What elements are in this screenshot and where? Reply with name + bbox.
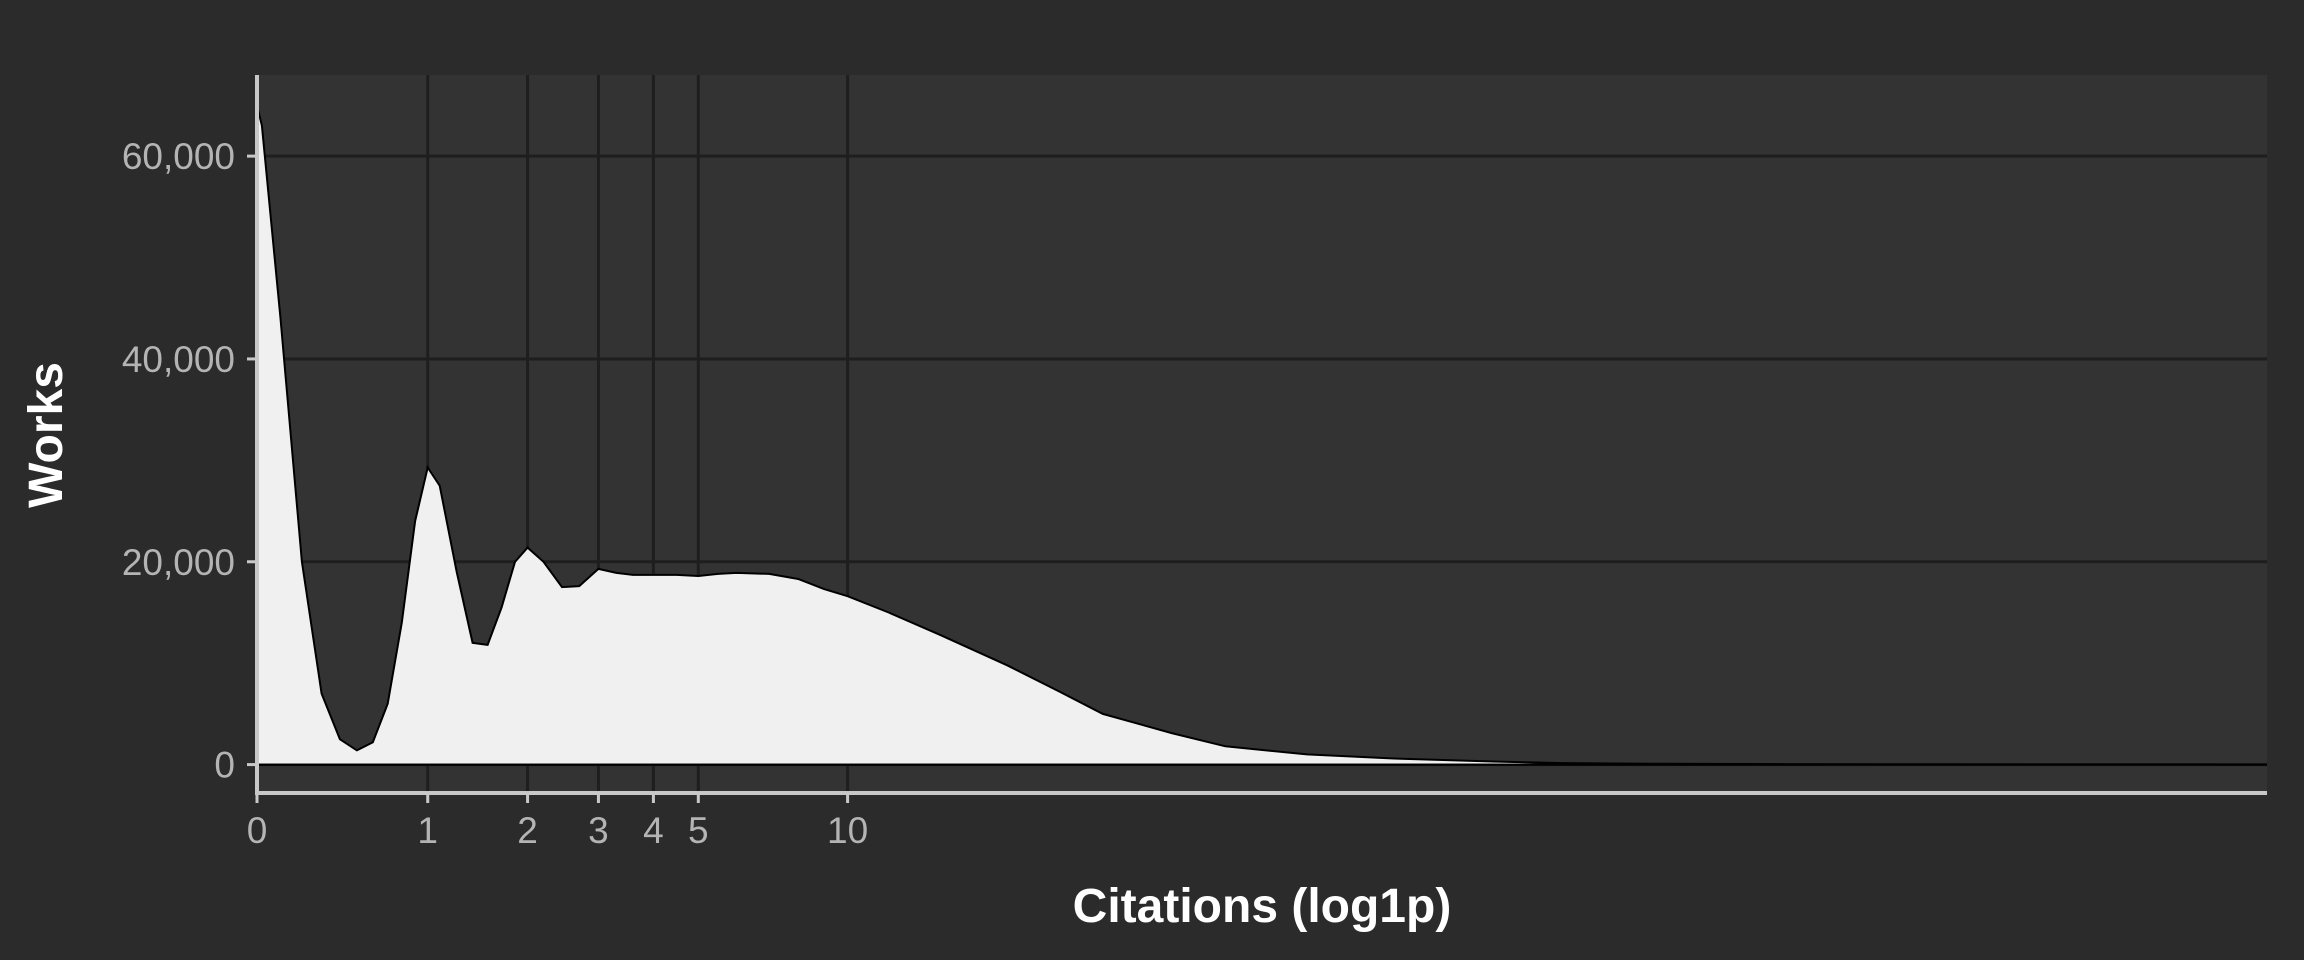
- x-tick-label: 4: [643, 810, 664, 851]
- x-tick-label: 5: [688, 810, 709, 851]
- x-tick-label: 1: [417, 810, 438, 851]
- x-tick-label: 10: [827, 810, 868, 851]
- y-tick-label: 40,000: [122, 339, 235, 380]
- x-tick-label: 3: [588, 810, 609, 851]
- y-axis-ticks: 0 20,000 40,000 60,000: [122, 136, 257, 786]
- x-axis-title: Citations (log1p): [1073, 880, 1452, 933]
- y-axis-title: Works: [20, 362, 73, 508]
- x-tick-label: 0: [247, 810, 268, 851]
- y-tick-label: 0: [214, 745, 235, 786]
- y-tick-label: 20,000: [122, 542, 235, 583]
- x-axis-ticks: 0 1 2 3 4 5 10: [247, 793, 868, 851]
- y-tick-label: 60,000: [122, 136, 235, 177]
- x-tick-label: 2: [517, 810, 538, 851]
- density-area: [256, 105, 2268, 766]
